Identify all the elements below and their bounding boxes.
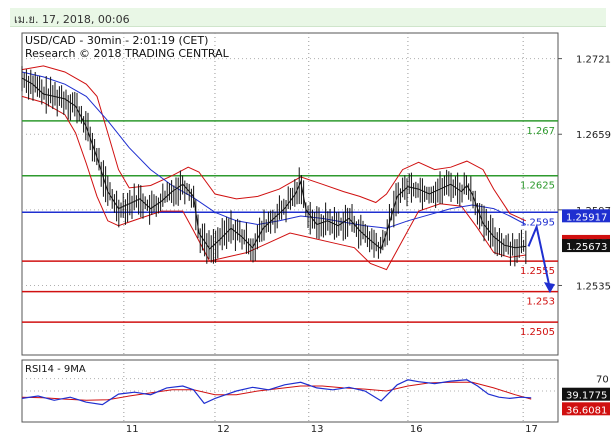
rsi-badge-label-1: 36.6081 — [566, 405, 607, 416]
moving-average-line — [21, 71, 527, 229]
level-label-2: 1.2595 — [520, 217, 555, 228]
price-badge-0 — [562, 209, 610, 223]
x-tick-label-4: 17 — [525, 424, 538, 435]
price-line — [21, 77, 526, 250]
rsi-badge-label-0: 39.1775 — [566, 391, 607, 402]
y-tick-label-3: 1.2535 — [576, 281, 611, 292]
rsi-title: RSI14 - 9MA — [25, 364, 86, 375]
y-tick-label-1: 1.2659 — [576, 130, 611, 141]
price-badge-label-0: 1.25917 — [566, 212, 607, 223]
level-label-4: 1.253 — [526, 297, 555, 308]
rsi-badge-1 — [562, 402, 610, 416]
x-tick-label-3: 16 — [410, 424, 423, 435]
x-tick-label-2: 13 — [311, 424, 324, 435]
level-label-5: 1.2505 — [520, 327, 555, 338]
rsi-badge-0 — [562, 387, 610, 401]
level-label-1: 1.2625 — [520, 181, 555, 192]
price-badge-label-2: 1.25673 — [566, 242, 607, 253]
forecast-arrow-head — [543, 282, 555, 294]
price-bars-group — [21, 66, 527, 267]
level-label-0: 1.267 — [526, 126, 555, 137]
rsi-line — [21, 379, 532, 406]
x-tick-label-1: 12 — [217, 424, 230, 435]
chart-subtitle: Research © 2018 TRADING CENTRAL — [25, 47, 230, 60]
level-label-3: 1.2555 — [520, 266, 555, 277]
y-tick-label-0: 1.2721 — [576, 55, 611, 66]
bollinger-upper-line — [21, 65, 527, 222]
date-header-bar: เม.ย. 17, 2018, 00:06 — [10, 8, 606, 27]
forecast-arrow-line — [527, 223, 551, 290]
date-header-text: เม.ย. 17, 2018, 00:06 — [14, 13, 130, 26]
x-tick-label-0: 11 — [126, 424, 139, 435]
rsi-y-tick-label-0: 70 — [596, 375, 609, 386]
chart-title: USD/CAD - 30min - 2:01:19 (CET) — [25, 34, 208, 47]
rsi-ma-line — [21, 381, 532, 401]
price-badge-2 — [562, 239, 610, 253]
